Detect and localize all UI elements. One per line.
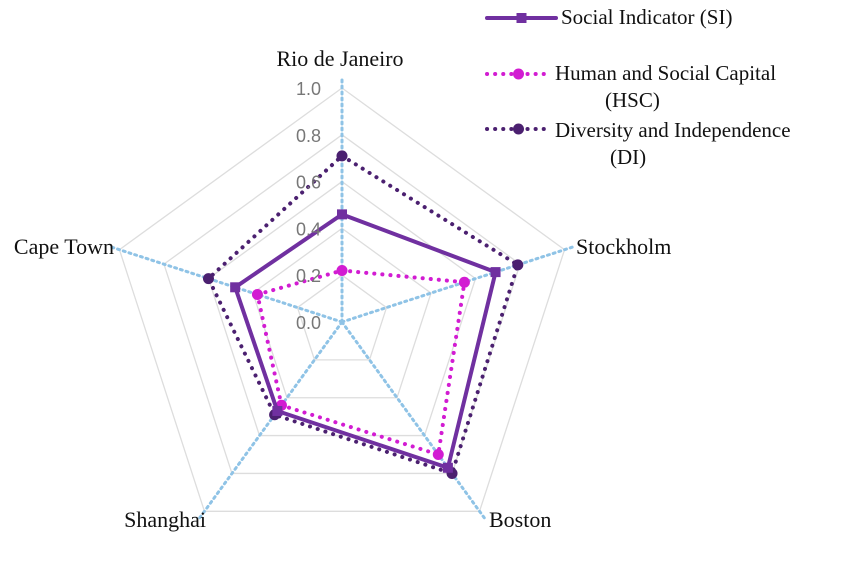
legend-swatch-marker-2	[513, 123, 524, 135]
spoke-1	[340, 244, 578, 324]
grid-ring-2	[252, 227, 432, 399]
radar-series	[202, 150, 524, 479]
series-line-0	[233, 212, 498, 470]
legend-label-2-1: (DI)	[610, 145, 646, 169]
category-label-1: Stockholm	[576, 234, 671, 259]
spoke-2	[340, 320, 488, 523]
grid-ring-1	[296, 274, 388, 361]
series-point-2-0	[336, 150, 348, 162]
series-point-0-2	[442, 462, 453, 473]
tick-label-2: 0.4	[296, 219, 321, 239]
tick-label-3: 0.6	[296, 173, 321, 193]
tick-label-1: 0.2	[296, 266, 321, 286]
series-point-1-1	[458, 276, 470, 288]
tick-label-0: 0.0	[296, 313, 321, 333]
series-1	[251, 265, 470, 461]
series-0	[230, 209, 501, 473]
grid-ring-4	[163, 133, 521, 475]
category-label-3: Shanghai	[124, 507, 206, 532]
legend-swatch-marker-1	[513, 68, 524, 80]
legend-label-1-1: (HSC)	[605, 88, 660, 112]
tick-label-4: 0.8	[296, 126, 321, 146]
category-label-0: Rio de Janeiro	[276, 46, 403, 71]
radar-category-labels: Rio de Janeiro Stockholm Boston Shanghai Cap…	[14, 46, 671, 532]
tick-label-5: 1.0	[296, 79, 321, 99]
legend-label-0-0: Social Indicator (SI)	[561, 5, 732, 29]
series-point-0-3	[272, 405, 283, 416]
spoke-3	[196, 320, 344, 523]
category-label-2: Boston	[489, 507, 551, 532]
legend-item-2: Diversity and Independence (DI)	[485, 118, 791, 169]
series-point-1-4	[251, 289, 263, 301]
radar-tick-labels: 0.0 0.2 0.4 0.6 0.8 1.0	[296, 79, 321, 333]
legend-label-1-0: Human and Social Capital	[555, 61, 776, 85]
legend-label-2-0: Diversity and Independence	[555, 118, 791, 142]
series-point-1-0	[336, 265, 348, 277]
series-line-1	[255, 268, 467, 457]
series-point-0-0	[337, 209, 347, 220]
legend-item-0: Social Indicator (SI)	[485, 5, 732, 29]
series-point-1-2	[432, 449, 444, 461]
category-label-4: Cape Town	[14, 234, 114, 259]
series-point-2-1	[512, 259, 524, 271]
spoke-4	[106, 244, 344, 324]
series-point-2-4	[202, 273, 214, 285]
legend-item-1: Human and Social Capital (HSC)	[485, 61, 776, 112]
series-line-2	[206, 153, 520, 476]
legend-swatch-marker-0	[516, 13, 527, 23]
radar-spokes	[106, 74, 578, 523]
series-point-0-1	[490, 267, 501, 278]
series-2	[202, 150, 524, 479]
grid-ring-5	[118, 87, 566, 512]
legend: Social Indicator (SI) Human and Social Ca…	[485, 5, 791, 169]
series-point-0-4	[230, 282, 241, 293]
